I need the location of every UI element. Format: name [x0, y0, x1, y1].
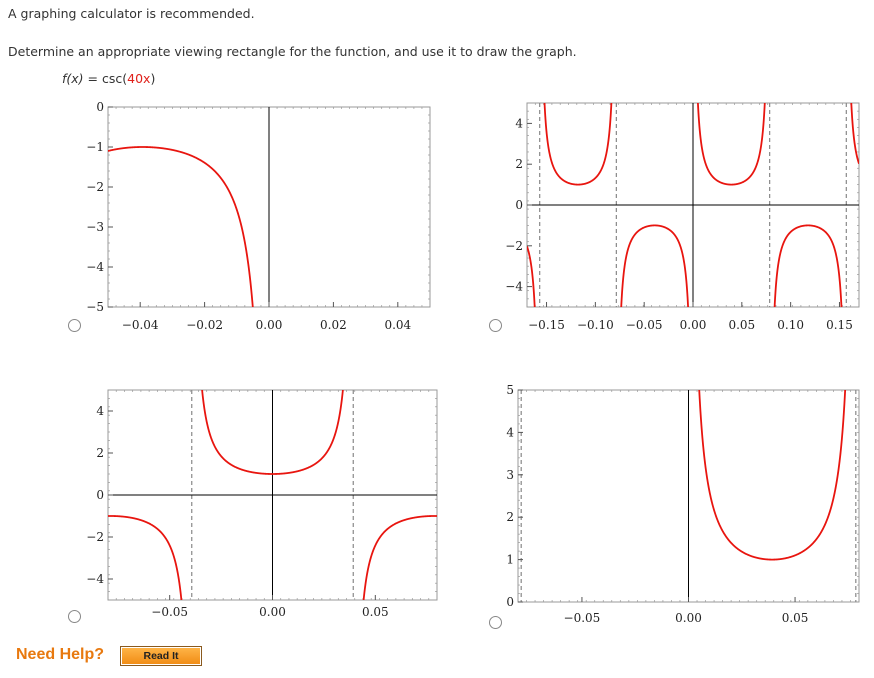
y-tick-label: 4 [506, 425, 514, 439]
y-tick-label: 1 [506, 553, 514, 567]
x-tick-label: 0.00 [675, 611, 702, 625]
y-tick-label: 0 [96, 100, 104, 114]
x-tick-label: 0.05 [782, 611, 809, 625]
y-tick-label: 2 [96, 446, 104, 460]
x-tick-label: −0.15 [528, 318, 565, 332]
function-expression: f(x) = csc(40x) [62, 71, 155, 86]
x-tick-label: −0.04 [122, 318, 159, 332]
y-tick-label: −5 [86, 300, 104, 314]
y-tick-label: 0 [515, 198, 523, 212]
y-tick-label: −2 [86, 530, 104, 544]
x-tick-label: −0.05 [626, 318, 663, 332]
intro-text: A graphing calculator is recommended. [8, 6, 255, 21]
x-tick-label: 0.00 [680, 318, 707, 332]
function-lhs: f(x) [62, 71, 84, 86]
y-tick-label: −1 [86, 140, 104, 154]
function-curve [108, 146, 254, 307]
x-tick-label: −0.05 [151, 605, 188, 619]
option-d-radio[interactable] [489, 616, 502, 629]
option-c-radio[interactable] [68, 610, 81, 623]
x-tick-label: 0.10 [777, 318, 804, 332]
y-tick-label: 3 [506, 468, 514, 482]
x-tick-label: −0.10 [577, 318, 614, 332]
y-tick-label: 0 [96, 488, 104, 502]
read-it-button[interactable]: Read It [120, 646, 202, 666]
function-curve [527, 103, 859, 307]
x-tick-label: 0.04 [384, 318, 411, 332]
x-tick-label: −0.05 [564, 611, 601, 625]
y-tick-label: 4 [96, 404, 104, 418]
x-tick-label: 0.05 [728, 318, 755, 332]
need-help-label: Need Help? [16, 646, 105, 663]
function-arg: 40x [127, 71, 151, 86]
function-close: ) [150, 71, 156, 86]
y-tick-label: 2 [506, 510, 514, 524]
function-eq: = csc( [83, 71, 128, 86]
function-curve [108, 390, 437, 600]
option-a-radio[interactable] [68, 319, 81, 332]
x-tick-label: −0.02 [186, 318, 223, 332]
y-tick-label: −4 [505, 280, 523, 294]
y-tick-label: −2 [86, 180, 104, 194]
x-tick-label: 0.05 [362, 605, 389, 619]
instruction-text: Determine an appropriate viewing rectang… [8, 44, 577, 59]
y-tick-label: 0 [506, 595, 514, 609]
x-tick-label: 0.02 [320, 318, 347, 332]
y-tick-label: 4 [515, 116, 523, 130]
x-tick-label: 0.15 [826, 318, 853, 332]
y-tick-label: −4 [86, 572, 104, 586]
y-tick-label: 5 [506, 383, 514, 397]
x-tick-label: 0.00 [256, 318, 283, 332]
x-tick-label: 0.00 [259, 605, 286, 619]
y-tick-label: −4 [86, 260, 104, 274]
y-tick-label: −3 [86, 220, 104, 234]
y-tick-label: −2 [505, 239, 523, 253]
option-b-radio[interactable] [489, 319, 502, 332]
y-tick-label: 2 [515, 157, 523, 171]
